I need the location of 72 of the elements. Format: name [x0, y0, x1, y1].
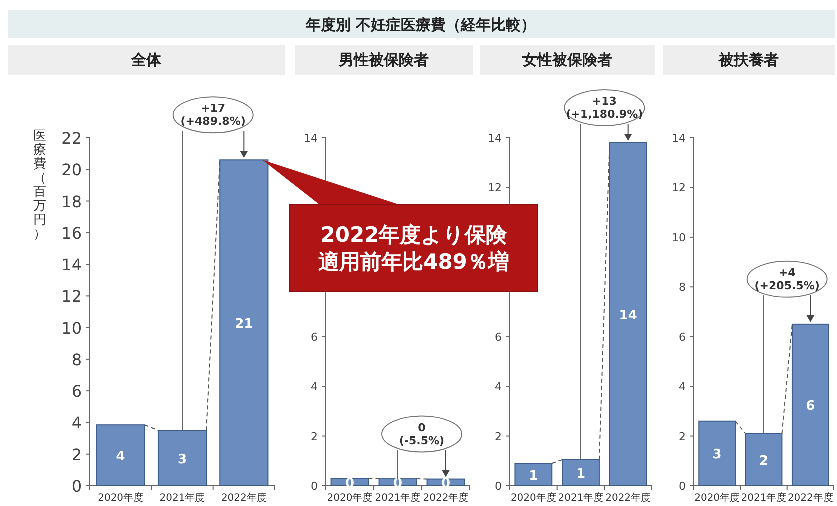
y-tick-label: 12 [488, 182, 502, 195]
data-label: 14 [619, 308, 638, 324]
x-tick-label: 2022年度 [606, 492, 652, 504]
text: 年度別 不妊症医療費（経年比較） [304, 16, 536, 34]
bar [158, 430, 208, 486]
bar [96, 424, 146, 486]
y-tick-label: 6 [679, 330, 686, 344]
y-tick-label: 2 [679, 430, 686, 444]
y-tick-label: 10 [672, 231, 686, 244]
y-tick-label: 12 [672, 182, 686, 195]
chart-title: 被扶養者 [718, 51, 779, 69]
y-tick-label: 14 [488, 132, 502, 145]
x-tick-label: 2020年度 [510, 492, 556, 504]
x-tick-label: 2022年度 [788, 492, 834, 504]
y-tick-label: 0 [72, 477, 82, 496]
annotation: 0 (-5.5%) [399, 421, 445, 448]
chart-title: 女性被保険者 [522, 51, 612, 69]
data-label: 1 [576, 466, 586, 482]
data-label: 2 [759, 454, 769, 469]
bar [514, 463, 553, 486]
chart-title: 全体 [130, 51, 162, 69]
data-label: 6 [806, 399, 816, 414]
y-tick-label: 2 [72, 445, 82, 464]
data-label: 3 [712, 448, 722, 463]
y-tick-label: 22 [62, 129, 82, 148]
y-tick-label: 2 [495, 430, 502, 444]
x-tick-label: 2022年度 [423, 492, 469, 504]
bar [698, 420, 736, 486]
y-tick-label: 14 [304, 132, 318, 145]
y-tick-label: 8 [679, 281, 686, 294]
y-tick-label: 4 [679, 380, 686, 394]
y-tick-label: 4 [495, 380, 502, 394]
x-tick-label: 2021年度 [375, 492, 421, 504]
y-tick-label: 16 [62, 224, 82, 243]
data-label: 1 [529, 468, 538, 484]
data-label: 21 [235, 317, 254, 332]
data-label: 3 [178, 452, 188, 468]
x-tick-label: 2020年度 [98, 492, 144, 504]
y-tick-label: 0 [495, 480, 502, 493]
y-tick-label: 4 [311, 380, 318, 394]
y-tick-label: 0 [311, 480, 318, 493]
y-tick-label: 12 [62, 287, 82, 306]
y-tick-label: 8 [72, 350, 82, 370]
y-tick-label: 6 [311, 330, 318, 344]
y-tick-label: 0 [679, 480, 686, 493]
x-tick-label: 2021年度 [558, 492, 604, 504]
y-axis-title: 医療費（百万円） [34, 129, 46, 242]
annotation: +17 (+489.8%) [180, 102, 246, 128]
x-tick-label: 2021年度 [741, 492, 787, 504]
y-tick-label: 6 [495, 330, 502, 344]
x-tick-label: 2020年度 [327, 492, 373, 504]
y-tick-label: 14 [672, 132, 686, 145]
annotation: +4 (+205.5%) [754, 266, 820, 292]
x-tick-label: 2022年度 [221, 492, 267, 504]
y-tick-label: 20 [62, 160, 82, 180]
bar [220, 160, 269, 486]
y-tick-label: 2 [311, 430, 318, 444]
data-label: 4 [116, 450, 126, 465]
y-tick-label: 6 [72, 382, 82, 402]
y-tick-label: 4 [72, 414, 82, 433]
chart-title: 男性被保険者 [338, 51, 429, 69]
annotation: 2022年度より保険適用前年比489％増 [318, 223, 510, 274]
x-tick-label: 2021年度 [160, 492, 206, 504]
y-tick-label: 18 [62, 192, 82, 212]
bar [609, 142, 648, 486]
bar [562, 459, 600, 486]
x-tick-label: 2020年度 [694, 492, 740, 504]
annotation: +13 (+1,180.9%) [566, 95, 644, 121]
bar [745, 433, 783, 486]
y-tick-label: 10 [62, 318, 82, 338]
bar [792, 324, 830, 486]
y-tick-label: 14 [62, 256, 82, 275]
